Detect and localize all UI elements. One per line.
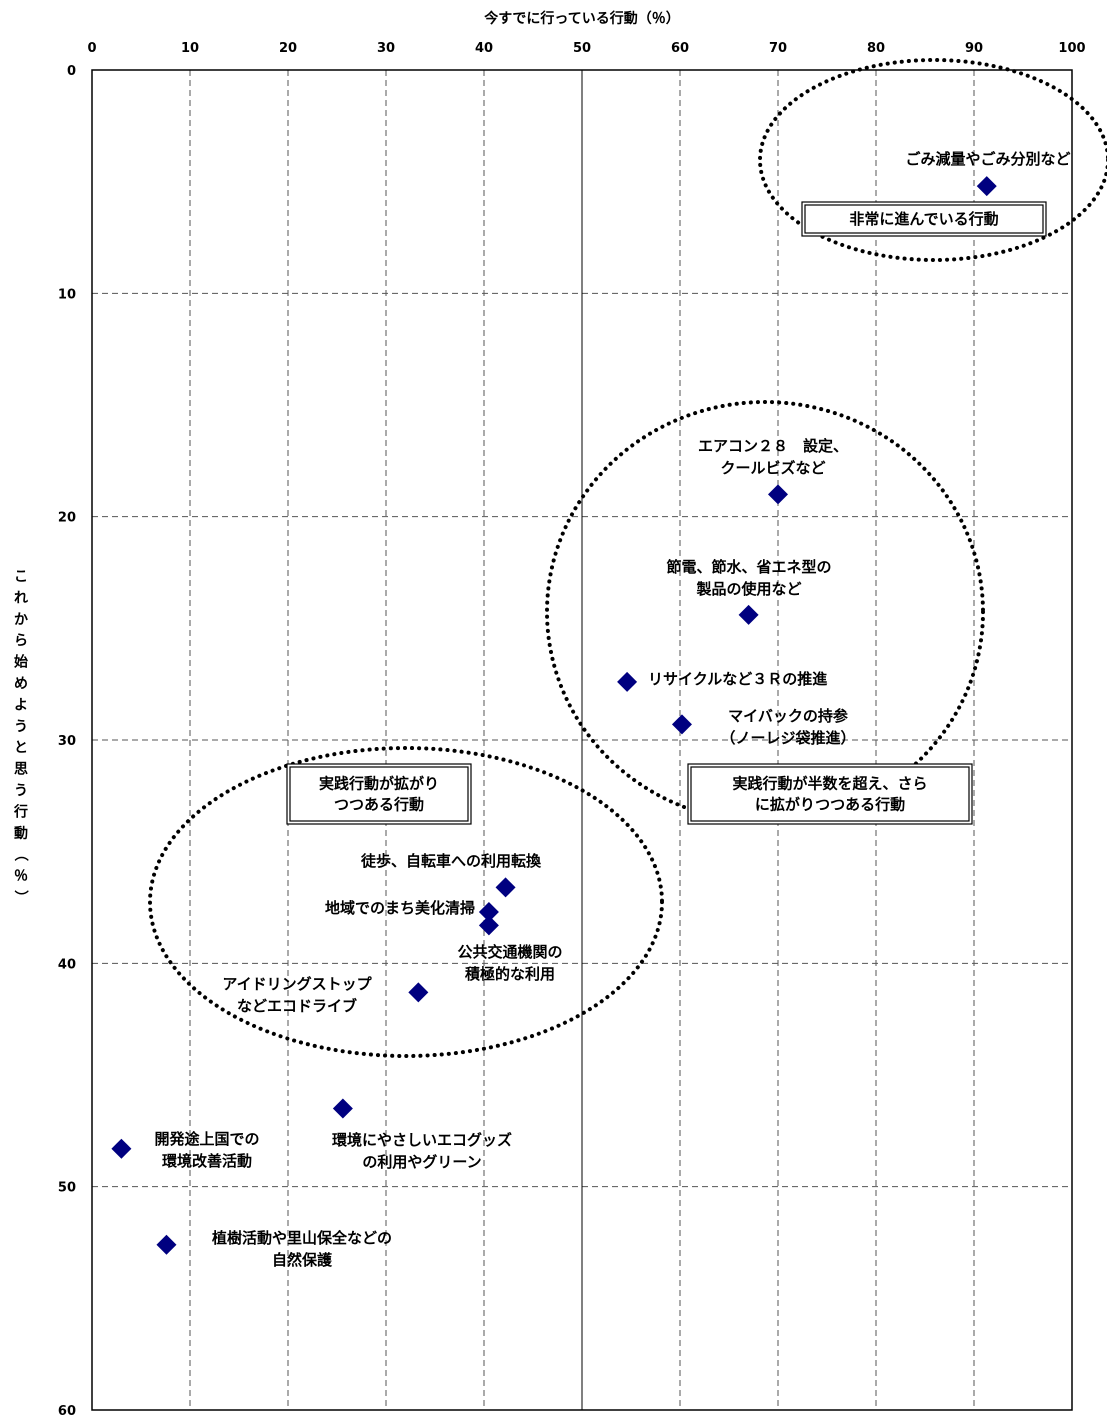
point-label: 節電、節水、省エネ型の <box>666 558 831 576</box>
data-point <box>408 982 429 1003</box>
x-tick-labels: 0 10 20 30 40 50 60 70 80 90 100 <box>87 41 1085 56</box>
y-axis-title-char: 行 <box>13 803 28 820</box>
annotation-text: つつある行動 <box>334 796 424 814</box>
data-point <box>671 714 692 735</box>
annotation-box-inner <box>804 204 1044 234</box>
point-label: エアコン２８ 設定、 <box>698 437 848 455</box>
point-label: 自然保護 <box>272 1251 333 1269</box>
annotation-box-outer <box>687 763 973 825</box>
y-axis-title-char: う <box>14 783 28 799</box>
y-tick-label: 10 <box>58 287 76 302</box>
x-axis-title: 今すでに行っている行動（％） <box>483 10 679 27</box>
group-ellipse <box>148 746 664 1058</box>
annotation-box-outer <box>801 201 1047 237</box>
y-tick-label: 50 <box>58 1181 76 1196</box>
point-label: リサイクルなど３Ｒの推進 <box>648 670 828 688</box>
point-label: ごみ減量やごみ分別など <box>905 150 1070 168</box>
point-label: アイドリングストップ <box>222 975 372 993</box>
x-tick-label: 100 <box>1058 41 1085 56</box>
y-axis-title-char: と <box>14 740 28 756</box>
data-point <box>111 1138 132 1159</box>
data-point <box>495 877 516 898</box>
annotation-box-inner <box>289 766 469 822</box>
y-tick-label: 0 <box>67 64 76 79</box>
point-label: 開発途上国での <box>154 1130 259 1148</box>
y-axis-title-char: ） <box>12 890 28 904</box>
y-tick-labels: 0 10 20 30 40 50 60 <box>58 64 76 1419</box>
y-axis-title-char: （ <box>12 847 28 861</box>
group-ellipse <box>758 58 1107 262</box>
data-point <box>156 1234 177 1255</box>
data-point <box>478 901 499 922</box>
point-label: 環境改善活動 <box>162 1152 252 1170</box>
x-tick-label: 50 <box>573 41 591 56</box>
x-tick-label: 80 <box>867 41 885 56</box>
y-tick-label: 30 <box>58 734 76 749</box>
y-axis-title-char: か <box>14 612 28 628</box>
annotation-text: 実践行動が半数を超え、さら <box>732 775 927 793</box>
y-axis-title-char: こ <box>14 569 28 585</box>
x-tick-label: 0 <box>87 41 96 56</box>
point-label: 環境にやさしいエコグッズ <box>332 1131 512 1149</box>
x-tick-label: 20 <box>279 41 297 56</box>
y-tick-label: 20 <box>58 511 76 526</box>
x-tick-label: 10 <box>181 41 199 56</box>
annotation-box-inner <box>690 766 970 822</box>
x-tick-label: 40 <box>475 41 493 56</box>
x-tick-label: 30 <box>377 41 395 56</box>
annotation-box-outer <box>286 763 472 825</box>
point-label: マイバックの持参 <box>728 707 849 725</box>
y-axis-title-char: 始 <box>14 654 28 671</box>
data-points <box>111 176 997 1255</box>
point-label: 製品の使用など <box>695 580 801 598</box>
point-label: 徒歩、自転車への利用転換 <box>360 852 542 870</box>
data-point <box>478 915 499 936</box>
group-ellipses <box>148 58 1107 1058</box>
group-ellipse <box>545 400 985 824</box>
point-label: の利用やグリーン <box>362 1153 481 1171</box>
y-tick-label: 40 <box>58 957 76 972</box>
annotation-text: 非常に進んでいる行動 <box>849 210 998 228</box>
data-point <box>768 484 788 505</box>
x-tick-label: 60 <box>671 41 689 56</box>
y-axis-title-char: よ <box>14 697 28 713</box>
x-tick-label: 70 <box>769 41 787 56</box>
point-label: クールビズなど <box>720 459 825 477</box>
point-label: 積極的な利用 <box>464 965 555 983</box>
y-axis-title-char: ％ <box>14 869 28 885</box>
y-axis-title-char: 動 <box>14 825 28 842</box>
data-point <box>617 671 638 692</box>
data-point <box>738 604 759 625</box>
y-tick-label: 60 <box>58 1404 76 1419</box>
y-axis-title-char: う <box>14 719 28 735</box>
y-axis-title-char: め <box>14 676 28 692</box>
annotation-text: に拡がりつつある行動 <box>755 796 905 814</box>
point-label: （ノーレジ袋推進） <box>720 729 855 747</box>
data-point <box>332 1098 353 1119</box>
y-axis-title-char: れ <box>14 590 28 606</box>
annotation-text: 実践行動が拡がり <box>319 775 439 793</box>
data-point <box>976 176 997 197</box>
y-axis-title-char: ら <box>14 633 28 649</box>
point-label: 地域でのまち美化清掃 <box>325 899 475 917</box>
point-label: などエコドライブ <box>237 997 357 1015</box>
point-label: 公共交通機関の <box>457 943 562 961</box>
x-tick-label: 90 <box>965 41 983 56</box>
y-axis-title-char: 思 <box>14 762 28 778</box>
point-label: 植樹活動や里山保全などの <box>212 1229 392 1247</box>
